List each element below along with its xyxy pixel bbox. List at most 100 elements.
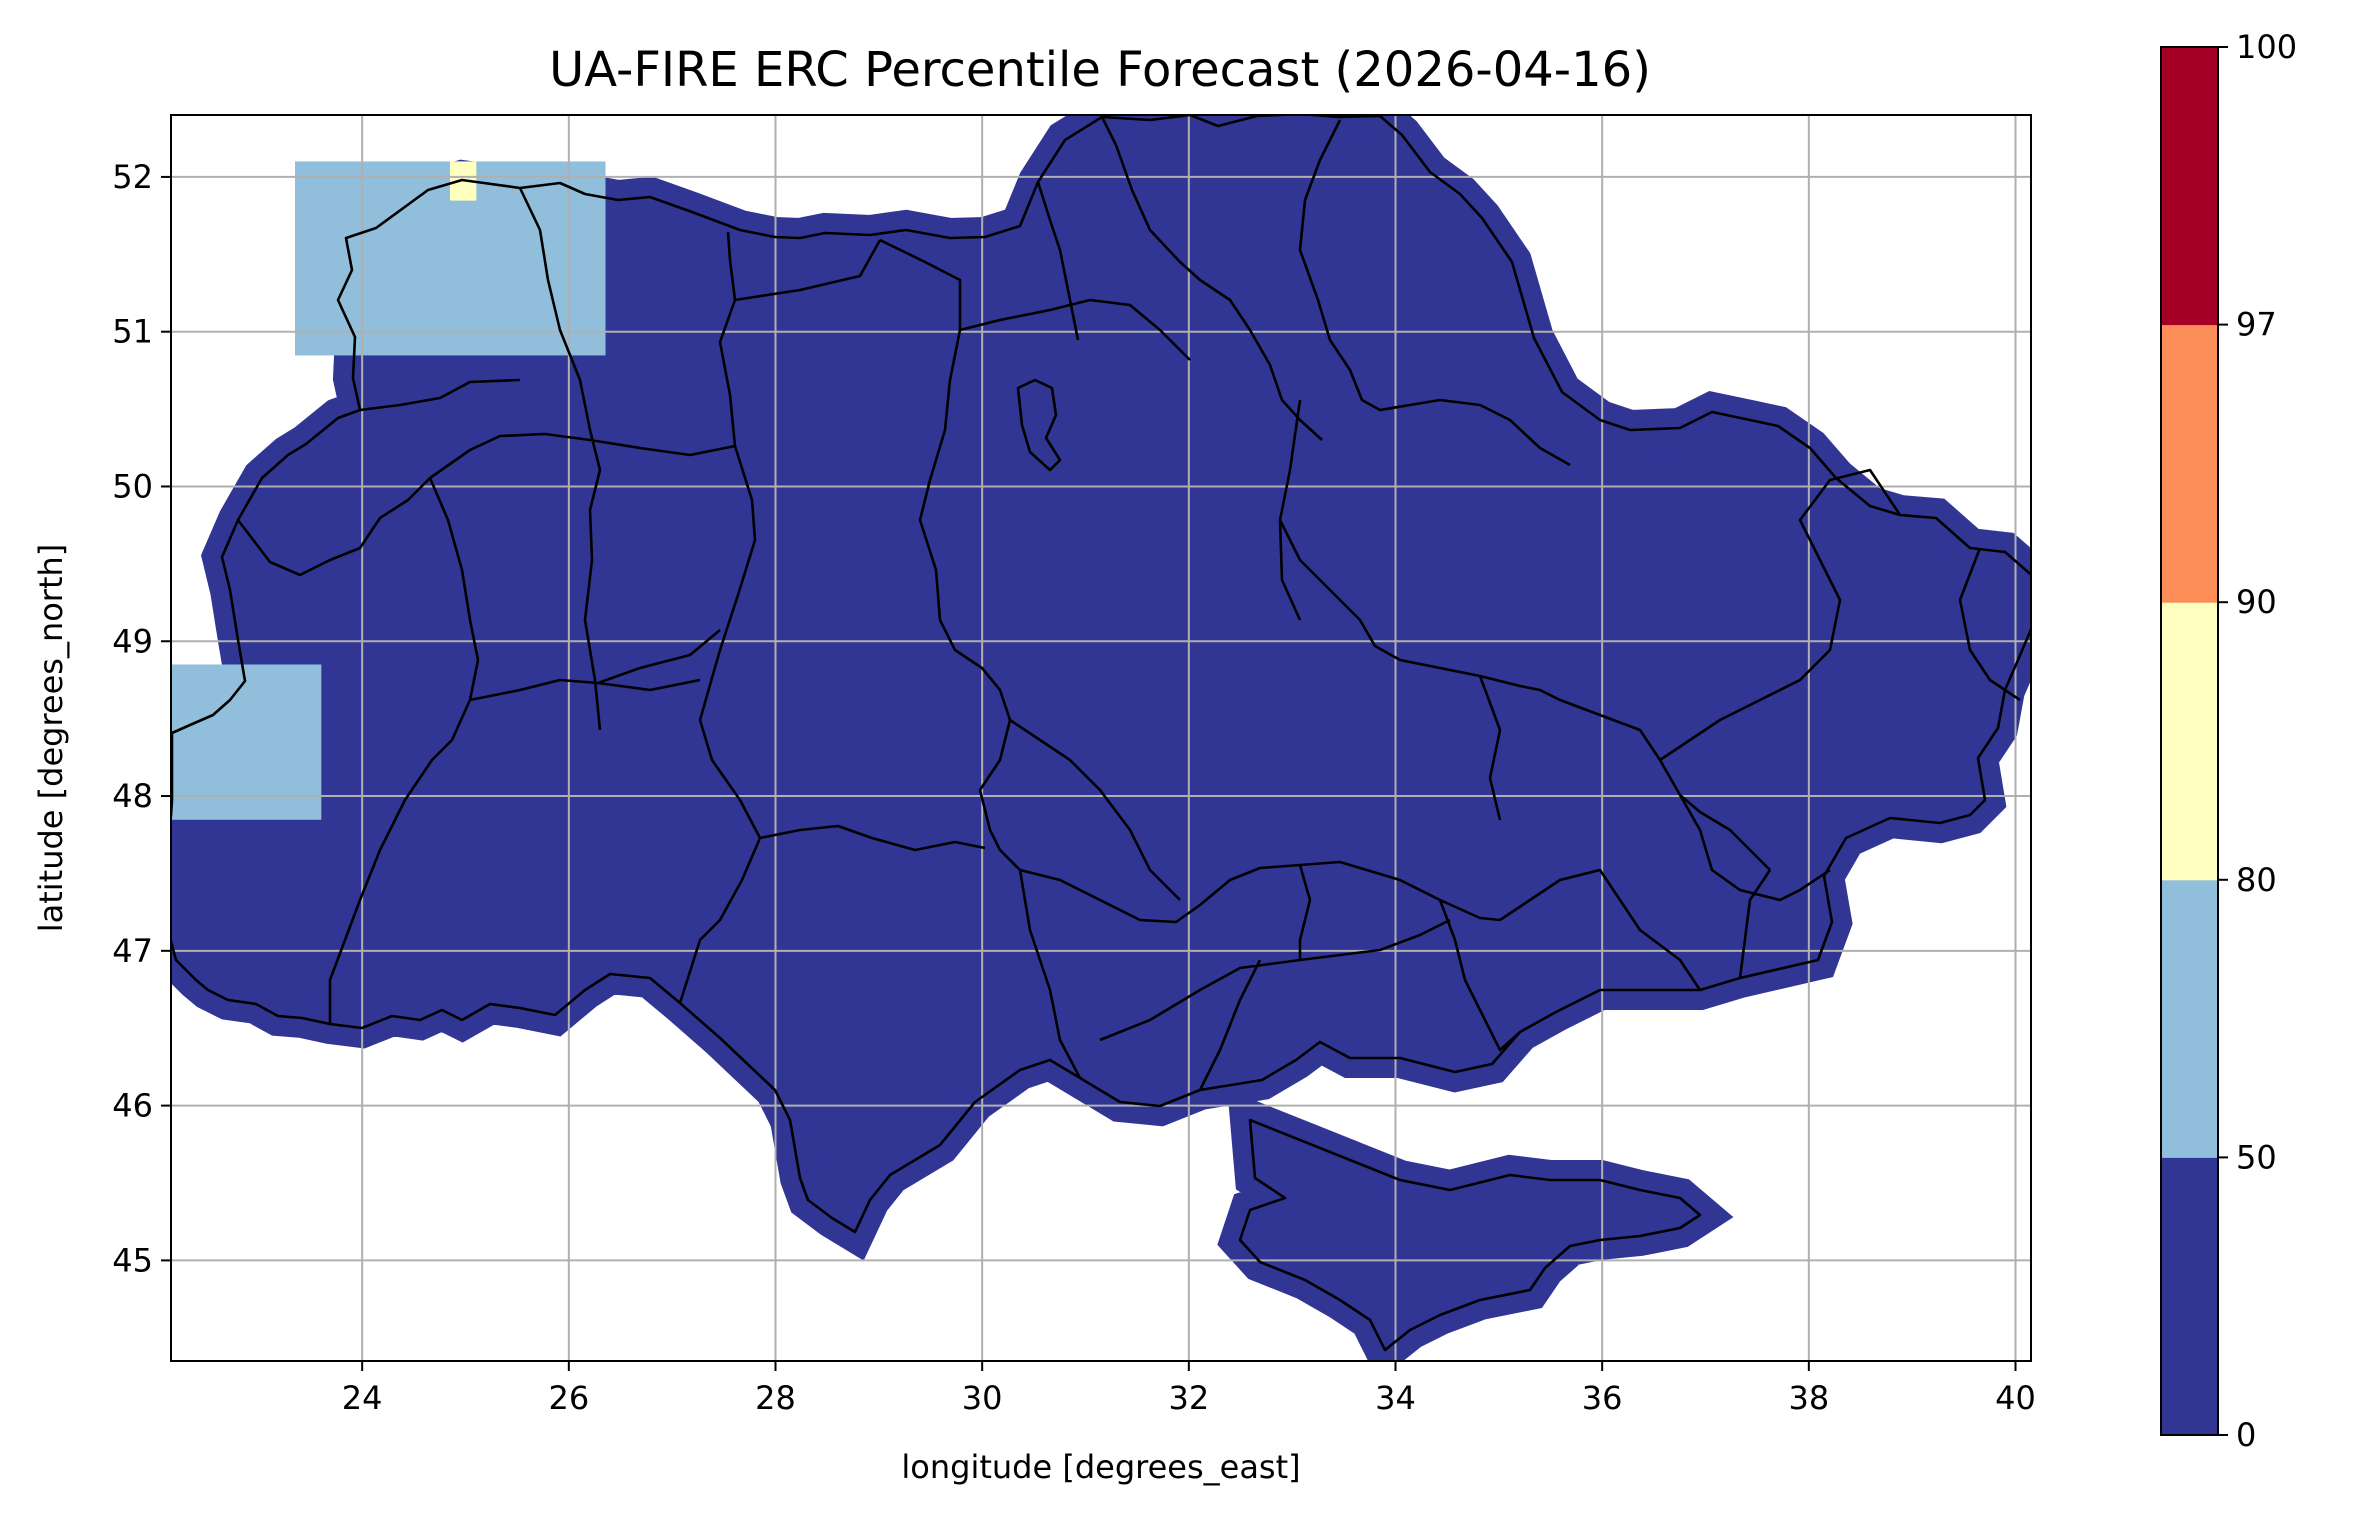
heatmap-cell — [222, 780, 249, 820]
heatmap-cell — [196, 664, 224, 704]
y-tick-label: 48 — [112, 777, 153, 815]
heatmap-cell — [171, 664, 198, 704]
heatmap-cell — [295, 161, 322, 201]
heatmap-cell — [320, 238, 348, 279]
x-tick-label: 32 — [1168, 1379, 1209, 1417]
heatmap-cell — [398, 200, 425, 240]
heatmap-cell — [424, 277, 451, 317]
colorbar-segment — [2161, 324, 2218, 603]
heatmap-cell — [450, 200, 477, 240]
heatmap-cell — [295, 238, 322, 279]
heatmap-cell — [398, 316, 425, 356]
crimea-border — [1238, 1118, 1702, 1352]
heatmap-cell — [372, 316, 399, 356]
heatmap-cell — [295, 200, 322, 240]
heatmap-cell — [274, 703, 301, 743]
heatmap-cell — [553, 200, 580, 240]
heatmap-cell — [501, 200, 528, 240]
heatmap-cell — [579, 277, 606, 317]
x-tick-label: 28 — [755, 1379, 796, 1417]
heatmap-cell — [274, 664, 301, 704]
heatmap-cell — [222, 703, 249, 743]
y-axis-label: latitude [degrees_north] — [32, 544, 70, 933]
x-tick-label: 36 — [1582, 1379, 1623, 1417]
colorbar-tick-label: 80 — [2236, 861, 2277, 899]
colorbar-tick-label: 0 — [2236, 1416, 2256, 1454]
x-axis-label: longitude [degrees_east] — [901, 1448, 1300, 1486]
colorbar-tick-label: 90 — [2236, 583, 2277, 621]
heatmap-cell — [346, 277, 373, 317]
heatmap-cell — [248, 780, 275, 820]
colorbar — [2161, 47, 2218, 1436]
heatmap-cell — [475, 161, 503, 201]
heatmap-cell — [248, 741, 275, 782]
chart-title: UA-FIRE ERC Percentile Forecast (2026-04… — [549, 42, 1651, 98]
x-tick-label: 40 — [1995, 1379, 2036, 1417]
heatmap-cell — [346, 316, 373, 356]
heatmap-cell — [579, 316, 606, 356]
colorbar-ticks: 0 50 80 90 97 100 — [2218, 28, 2297, 1454]
heatmap-cell — [579, 200, 606, 240]
y-tick-label: 49 — [112, 622, 153, 660]
colorbar-tick-label: 97 — [2236, 306, 2277, 344]
y-tick-label: 52 — [112, 158, 153, 196]
colorbar-segment — [2161, 1157, 2218, 1436]
x-tick-label: 30 — [962, 1379, 1003, 1417]
heatmap-cell — [501, 238, 528, 279]
heatmap-cell — [424, 200, 451, 240]
heatmap-cell — [450, 316, 477, 356]
heatmap-cell — [171, 780, 198, 820]
heatmap-cell — [300, 703, 322, 743]
heatmap-cell — [248, 664, 275, 704]
heatmap-cell — [248, 703, 275, 743]
heatmap-cell — [398, 238, 425, 279]
heatmap-cell — [196, 741, 224, 782]
lake-kyiv — [1016, 378, 1062, 472]
heatmap-cell — [553, 238, 580, 279]
heatmap-cell — [424, 161, 451, 201]
colorbar-segment — [2161, 47, 2218, 326]
colorbar-segment — [2161, 602, 2218, 881]
heatmap-cell — [424, 238, 451, 279]
heatmap-cell — [501, 277, 528, 317]
heatmap-cell — [450, 277, 477, 317]
heatmap-cell — [475, 200, 503, 240]
heatmap-cell — [553, 161, 580, 201]
x-axis-ticks: 24 26 28 30 32 34 36 38 40 — [342, 1361, 2036, 1417]
colorbar-frame — [2160, 46, 2219, 1436]
gridlines — [171, 115, 2031, 1361]
heatmap-cell — [372, 161, 399, 201]
heatmap-cell — [320, 316, 348, 356]
heatmap-cell — [320, 161, 348, 201]
heatmap-cell — [295, 277, 322, 317]
heatmap-cell — [398, 277, 425, 317]
heatmap-cell — [475, 238, 503, 279]
heatmap-cell — [450, 238, 477, 279]
country-border — [171, 115, 2031, 1234]
heatmap-cell — [372, 277, 399, 317]
heatmap-cell — [300, 741, 322, 782]
heatmap-cell — [171, 741, 198, 782]
heatmap-cell — [501, 316, 528, 356]
heatmap-cell — [196, 780, 224, 820]
x-tick-label: 38 — [1788, 1379, 1829, 1417]
heatmap-cell — [372, 238, 399, 279]
heatmap-cell — [527, 238, 554, 279]
y-tick-label: 46 — [112, 1087, 153, 1125]
heatmap-cell — [346, 161, 373, 201]
axes-frame — [170, 114, 2032, 1362]
x-tick-label: 24 — [342, 1379, 383, 1417]
x-tick-label: 34 — [1375, 1379, 1416, 1417]
heatmap-cell — [300, 780, 322, 820]
y-axis-ticks: 45 46 47 48 49 50 51 52 — [112, 158, 171, 1279]
heatmap-cell — [320, 200, 348, 240]
heatmap-cell — [475, 316, 503, 356]
x-tick-label: 26 — [548, 1379, 589, 1417]
y-tick-label: 51 — [112, 313, 153, 351]
oblast-borders — [236, 116, 2021, 1091]
heatmap-cell — [222, 664, 249, 704]
heatmap-cell — [579, 238, 606, 279]
heatmap-cell — [527, 316, 554, 356]
heatmap-cell — [475, 277, 503, 317]
